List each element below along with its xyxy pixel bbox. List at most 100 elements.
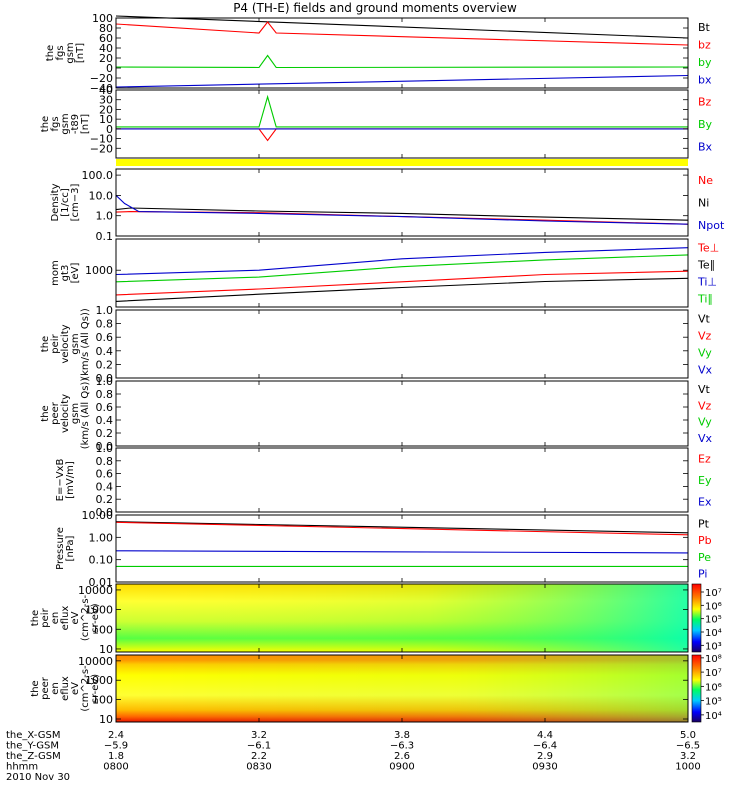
colorbar-9 [691,654,702,723]
y-axis-label: the [45,45,56,61]
time-row-value: 3.2 [251,730,267,741]
y-axis-label: the [30,680,41,696]
legend-Npot: Npot [698,219,725,232]
y-axis-label: velocity [60,324,71,363]
y-tick-label: 10000 [78,584,113,597]
y-tick-label: 10 [99,643,113,656]
y-axis-label: [nT] [75,43,86,63]
y-axis-label: gt3 [60,265,71,282]
legend-Vy: Vy [698,416,712,429]
y-tick-label: 100.0 [82,169,114,182]
panel-frame-5 [115,380,689,447]
y-tick-label: 0.2 [96,358,114,371]
legend-Te⊥: Te⊥ [697,242,719,255]
colorbar-tick-label: 10⁸ [705,654,722,665]
series-Pt [115,521,689,534]
colorbar-tick-label: 10⁷ [705,668,722,679]
colorbar-tick-label: 10⁶ [705,601,722,612]
y-axis-label: (km/s (All Qs)) [80,308,91,380]
y-tick-label: 10000 [78,655,113,668]
legend-Ne: Ne [698,174,713,187]
y-axis-label: velocity [60,394,71,433]
y-axis-label: [1/cc] [60,188,71,217]
legend-Pb: Pb [698,534,712,547]
spectrogram-overlay-8 [116,584,688,652]
series-bz [115,21,689,46]
y-axis-label: peir [40,607,51,627]
y-tick-label: 10.0 [89,189,114,202]
y-axis-label: the [40,405,51,421]
y-tick-label: 80 [99,22,113,35]
y-tick-label: 0.0 [96,440,114,453]
y-tick-label: 1.0 [96,304,114,317]
y-tick-label: 20 [99,52,113,65]
colorbar-8 [691,583,702,653]
time-row-value: 1.8 [108,751,124,762]
series-By [116,94,688,128]
y-tick-label: 0.6 [96,331,114,344]
y-axis-label: peer [40,676,51,700]
y-tick-label: 10.00 [82,509,114,522]
series-Bt [115,15,689,39]
series-Pi [115,550,689,554]
legend-Vy: Vy [698,347,712,360]
y-axis-label: eflux [60,606,71,631]
series-Te⊥ [115,270,689,296]
y-axis-label: Density [50,183,61,221]
y-tick-label: 1.0 [96,210,114,223]
legend-Bz: Bz [698,95,712,108]
y-tick-label: 1.0 [96,375,114,388]
time-row-value: 4.4 [537,730,553,741]
panel-frame-1 [115,89,689,159]
legend-Ey: Ey [698,474,712,487]
y-axis-label: fgs [55,45,66,60]
y-axis-label: (cm^2-s- [80,665,91,712]
y-axis-label: (cm^2-s- [80,594,91,641]
colorbar-tick-label: 10⁴ [705,711,722,722]
time-row-value: 3.2 [680,751,696,762]
panel-frame-4 [115,309,689,379]
y-tick-label: −10 [90,133,113,146]
time-row-value: −6.3 [390,741,414,752]
legend-Bx: Bx [698,141,713,154]
y-tick-label: 0.6 [96,401,114,414]
y-tick-label: 0.2 [96,493,114,506]
y-tick-label: 1000 [85,674,113,687]
legend-bz: bz [698,38,711,51]
y-axis-label: Pressure [55,527,66,570]
y-axis-label: eV [70,682,81,695]
panel-frame-6 [115,447,689,513]
y-axis-label: en [50,612,61,625]
status-flag-bar [116,159,688,166]
y-axis-label: eflux [60,676,71,701]
series-Bz [116,128,688,142]
legend-Ti⊥: Ti⊥ [697,276,717,289]
colorbar-tick-label: 10⁵ [705,615,722,626]
y-axis-label: en [50,682,61,695]
y-axis-label: the [30,610,41,626]
y-axis-label: (km/s (All Qs)) [80,378,91,450]
y-axis-label: gsm [70,333,81,354]
y-tick-label: 40 [99,84,113,97]
legend-Pi: Pi [698,568,707,581]
time-row-value: 2.4 [108,730,124,741]
time-row-value: 0930 [532,762,557,773]
time-row-value: 2.2 [251,751,267,762]
y-axis-label: sr-eV) [90,603,101,632]
y-axis-label: [cm−3] [70,184,81,222]
y-tick-label: 100 [92,694,113,707]
y-axis-label: E=−VxB [55,459,66,502]
legend-Vx: Vx [698,364,713,377]
series-Ti⊥ [115,247,689,276]
y-tick-label: 20 [99,103,113,116]
legend-Te∥: Te∥ [697,259,715,272]
y-axis-label: sr-eV) [90,674,101,703]
time-row-value: 0900 [389,762,414,773]
y-axis-label: the [40,116,51,132]
legend-Vt: Vt [698,313,711,326]
colorbar-tick-label: 10⁶ [705,682,722,693]
y-tick-label: 0.8 [96,318,114,331]
legend-Pe: Pe [698,551,711,564]
legend-Ni: Ni [698,197,709,210]
legend-Vz: Vz [698,399,712,412]
